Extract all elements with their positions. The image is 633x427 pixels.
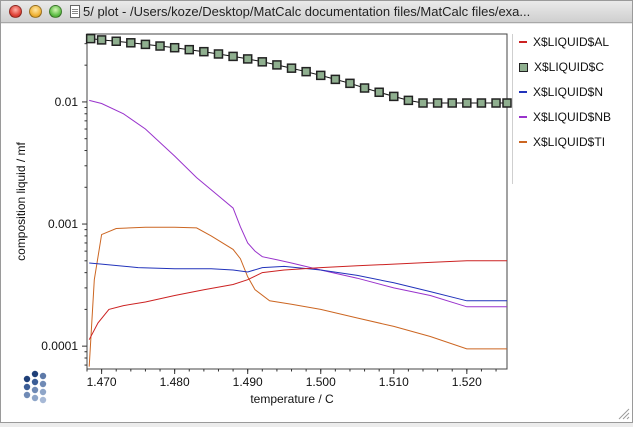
legend-item-n: X$LIQUID$N <box>519 84 603 100</box>
data-point-marker-c <box>403 95 414 106</box>
data-point-marker-c <box>301 66 311 77</box>
matcalc-logo-icon <box>23 370 47 404</box>
data-point-marker-c <box>502 98 512 108</box>
data-point-marker-c <box>462 98 472 108</box>
data-point-marker-c <box>126 38 136 48</box>
data-point-marker-c <box>374 87 384 98</box>
legend-item-al: X$LIQUID$AL <box>519 34 609 50</box>
legend-swatch-al <box>519 41 527 43</box>
data-point-marker-c <box>111 36 121 47</box>
x-tick-label: 1.520 <box>452 375 482 389</box>
y-tick-label: 0.0001 <box>41 339 78 353</box>
x-tick-label: 1.470 <box>87 375 117 389</box>
data-point-marker-c <box>155 41 165 51</box>
data-point-marker-c <box>213 49 224 59</box>
legend-label-n: X$LIQUID$N <box>533 85 604 99</box>
data-point-marker-c <box>359 83 370 93</box>
plot-panel[interactable]: 1.470 1.480 1.490 1.500 1.510 1.520 0.0001 0.00… <box>1 24 632 422</box>
data-point-marker-c <box>257 57 268 67</box>
x-tick-label: 1.480 <box>160 375 190 389</box>
data-point-marker-c <box>272 60 282 70</box>
x-tick-label: 1.500 <box>306 375 336 389</box>
window-title: 5/ plot - /Users/koze/Desktop/MatCalc do… <box>83 4 531 19</box>
y-tick-label: 0.001 <box>48 217 78 231</box>
series-line-n <box>89 262 507 302</box>
x-tick-label: 1.490 <box>233 375 263 389</box>
data-point-marker-c <box>330 74 341 85</box>
legend-swatch-ti <box>519 141 527 143</box>
data-point-marker-c <box>169 42 180 53</box>
series-line-ti <box>88 226 507 367</box>
series-line-nb <box>89 99 507 308</box>
data-point-marker-c <box>96 35 107 45</box>
legend-label-ti: X$LIQUID$TI <box>533 135 606 149</box>
data-point-marker-c <box>228 51 238 62</box>
legend-swatch-n <box>519 91 527 93</box>
data-point-marker-c <box>140 39 151 50</box>
zoom-window-button[interactable] <box>49 5 62 18</box>
x-tick-label: 1.510 <box>379 375 409 389</box>
legend-item-nb: X$LIQUID$NB <box>519 109 611 125</box>
minimize-window-button[interactable] <box>29 5 42 18</box>
legend-item-c: X$LIQUID$C <box>519 59 604 75</box>
legend: X$LIQUID$AL X$LIQUID$C X$LIQUID$N X$LIQU… <box>512 34 626 184</box>
data-point-marker-c <box>315 70 326 81</box>
legend-label-nb: X$LIQUID$NB <box>533 110 612 124</box>
data-point-marker-c <box>447 98 457 108</box>
data-point-marker-c <box>432 98 443 108</box>
legend-item-ti: X$LIQUID$TI <box>519 134 605 150</box>
legend-label-al: X$LIQUID$AL <box>533 35 610 49</box>
data-point-marker-c <box>418 98 428 108</box>
data-point-marker-c <box>345 78 355 89</box>
data-point-marker-c <box>199 46 209 57</box>
y-axis-label: composition liquid / mf <box>14 141 28 260</box>
legend-label-c: X$LIQUID$C <box>534 60 605 74</box>
close-window-button[interactable] <box>9 5 22 18</box>
chart-svg[interactable]: 1.470 1.480 1.490 1.500 1.510 1.520 0.0001 0.00… <box>1 24 632 422</box>
data-point-marker-c <box>491 98 501 108</box>
document-icon <box>70 5 80 18</box>
data-point-marker-c <box>286 63 297 73</box>
data-point-marker-c <box>476 98 487 108</box>
legend-swatch-c <box>519 62 528 72</box>
resize-grip-icon[interactable] <box>618 408 630 420</box>
plot-area-frame <box>86 33 508 370</box>
data-point-marker-c <box>242 54 253 64</box>
x-axis-label: temperature / C <box>250 392 334 406</box>
y-tick-label: 0.01 <box>55 95 79 109</box>
title-bar[interactable]: 5/ plot - /Users/koze/Desktop/MatCalc do… <box>1 1 632 23</box>
data-point-marker-c <box>389 91 399 102</box>
legend-swatch-nb <box>519 116 527 118</box>
series-line-al <box>88 260 507 340</box>
data-point-marker-c <box>184 44 195 55</box>
data-point-marker-c <box>85 33 96 44</box>
